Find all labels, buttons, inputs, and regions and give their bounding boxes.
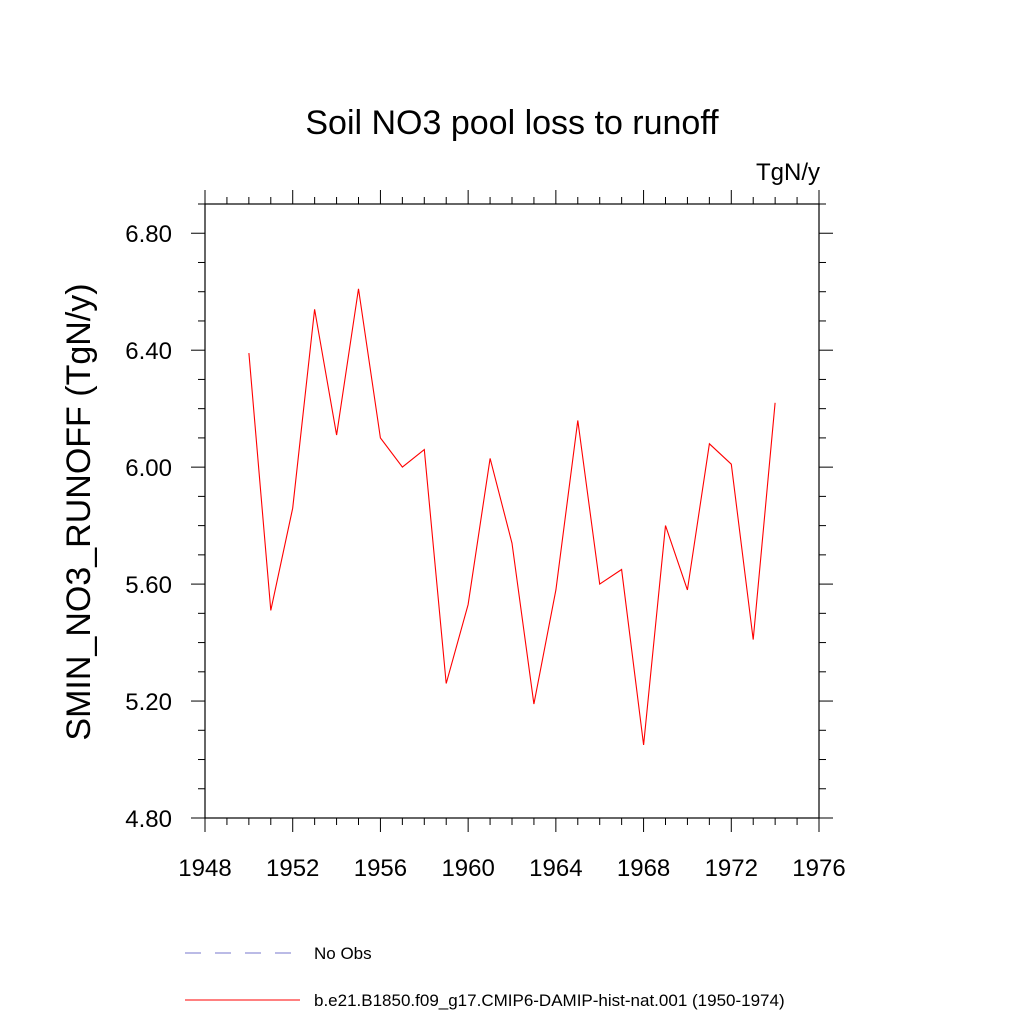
x-tick-label: 1964: [529, 855, 582, 882]
x-tick-label: 1948: [178, 855, 231, 882]
x-tick-label: 1956: [354, 855, 407, 882]
x-tick-label: 1952: [266, 855, 319, 882]
legend: No Obs b.e21.B1850.f09_g17.CMIP6-DAMIP-h…: [185, 944, 785, 1010]
series-lines: [248, 288, 776, 745]
y-tick-label: 5.60: [125, 572, 172, 599]
plot-area: [204, 203, 820, 819]
tick-labels: 1948 1952 1956 1960 1964 1968 1972 1976 4.80 5.20…: [125, 221, 845, 882]
axis-ticks: [191, 190, 833, 832]
y-tick-label: 4.80: [125, 806, 172, 833]
x-tick-label: 1972: [705, 855, 758, 882]
y-axis-label: SMIN_NO3_RUNOFF (TgN/y): [60, 283, 98, 740]
y-tick-label: 6.00: [125, 455, 172, 482]
x-tick-label: 1976: [792, 855, 845, 882]
y-tick-label: 6.40: [125, 338, 172, 365]
legend-label-no-obs: No Obs: [314, 944, 372, 963]
y-tick-label: 6.80: [125, 221, 172, 248]
chart-title: Soil NO3 pool loss to runoff: [305, 104, 719, 142]
y-tick-label: 5.20: [125, 689, 172, 716]
x-tick-label: 1968: [617, 855, 670, 882]
legend-label-model-run: b.e21.B1850.f09_g17.CMIP6-DAMIP-hist-nat…: [314, 991, 785, 1010]
units-label: TgN/y: [756, 159, 820, 186]
x-tick-label: 1960: [441, 855, 494, 882]
series-line: [248, 288, 776, 745]
plot-frame: [204, 203, 820, 819]
